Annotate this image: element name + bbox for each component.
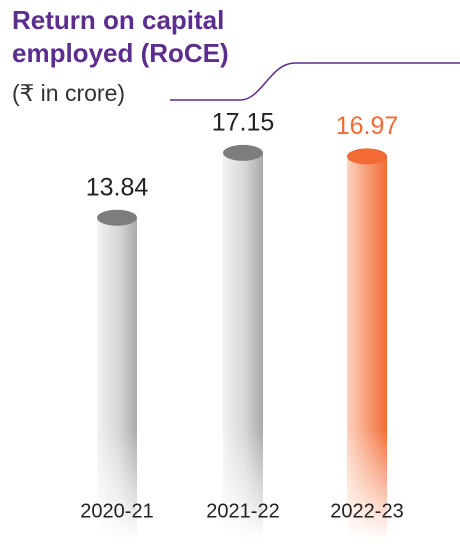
bars [97,144,387,541]
chart-title: Return on capital [12,5,224,35]
value-label: 16.97 [336,112,399,140]
x-tick-label: 2020-21 [80,500,153,522]
value-label: 13.84 [86,173,149,201]
chart-subtitle: (₹ in crore) [12,80,125,106]
value-label: 17.15 [212,108,275,136]
x-tick-label: 2022-23 [330,500,403,522]
chart-title: employed (RoCE) [12,38,229,68]
bar [223,152,263,541]
bar [97,217,137,540]
decor-line [170,62,460,101]
bar-top [97,209,137,226]
bar-top [223,144,263,161]
bar-top [347,148,387,165]
x-tick-label: 2021-22 [206,500,279,522]
bar [347,156,387,540]
